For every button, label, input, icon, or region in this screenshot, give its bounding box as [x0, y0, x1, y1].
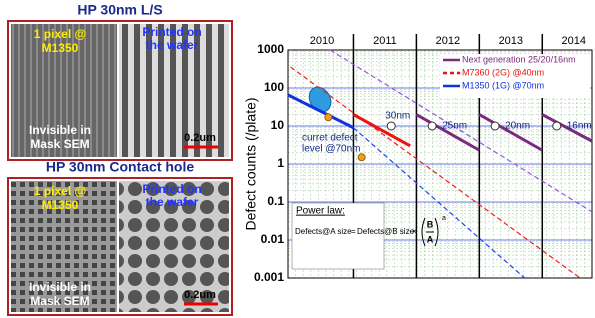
y-tick-label: 0.001 [254, 270, 284, 284]
legend-label: M1350 (1G) @70nm [462, 80, 544, 90]
node-label: 16nm [567, 121, 592, 132]
scale-label: 0.2um [184, 132, 216, 144]
wafer-label: Printed on [142, 25, 201, 39]
legend-label: M7360 (2G) @40nm [462, 67, 544, 77]
x-tick-label: 2010 [310, 35, 334, 47]
x-tick-label: 2011 [373, 35, 397, 47]
formula-part: Defects@B size [357, 227, 415, 236]
y-tick-label: 10 [271, 118, 285, 132]
node-point [491, 122, 499, 130]
y-axis-label: Defect counts (/plate) [243, 97, 259, 230]
current-level-label: curret defect [302, 133, 358, 144]
node-label: 20nm [505, 121, 530, 132]
mask-label: Invisible in [29, 280, 91, 294]
wafer-label: Printed on [142, 182, 201, 196]
formula-part: a [442, 215, 446, 222]
node-label: 25nm [442, 121, 467, 132]
page: HP 30nm L/S1 pixel @M1350Printed onthe w… [0, 0, 595, 318]
measured-point [358, 154, 365, 161]
y-tick-label: 1 [277, 156, 284, 170]
node-point [387, 122, 395, 130]
node-point [553, 122, 561, 130]
node-point [428, 122, 436, 130]
wafer-label: the wafer [146, 38, 199, 52]
formula-part: = [351, 227, 356, 236]
panel-title: HP 30nm L/S [77, 2, 162, 18]
node-label: 30nm [385, 111, 410, 122]
panel-title: HP 30nm Contact hole [46, 159, 195, 175]
y-tick-label: 0.01 [261, 232, 285, 246]
mask-label: Mask SEM [30, 294, 89, 308]
x-tick-label: 2014 [562, 35, 586, 47]
power-law-title: Power law: [296, 206, 345, 217]
x-tick-label: 2013 [499, 35, 523, 47]
current-level-label: level @70nm [302, 144, 361, 155]
formula-part: Defects@A size [295, 227, 352, 236]
pixel-label: 1 pixel @ [34, 184, 86, 198]
formula-part: B [427, 219, 434, 229]
pixel-label: 1 pixel @ [34, 27, 86, 41]
y-tick-label: 1000 [257, 42, 284, 56]
y-tick-label: 0.1 [267, 194, 284, 208]
x-tick-label: 2012 [436, 35, 460, 47]
scale-label: 0.2um [184, 289, 216, 301]
formula-part: × [412, 227, 417, 236]
y-tick-label: 100 [264, 80, 284, 94]
wafer-label: the wafer [146, 195, 199, 209]
pixel-label: M1350 [42, 41, 79, 55]
measured-point [325, 114, 332, 121]
legend-label: Next generation 25/20/16nm [462, 54, 576, 64]
pixel-label: M1350 [42, 198, 79, 212]
mask-label: Mask SEM [30, 137, 89, 151]
formula-part: A [427, 234, 434, 244]
mask-label: Invisible in [29, 123, 91, 137]
